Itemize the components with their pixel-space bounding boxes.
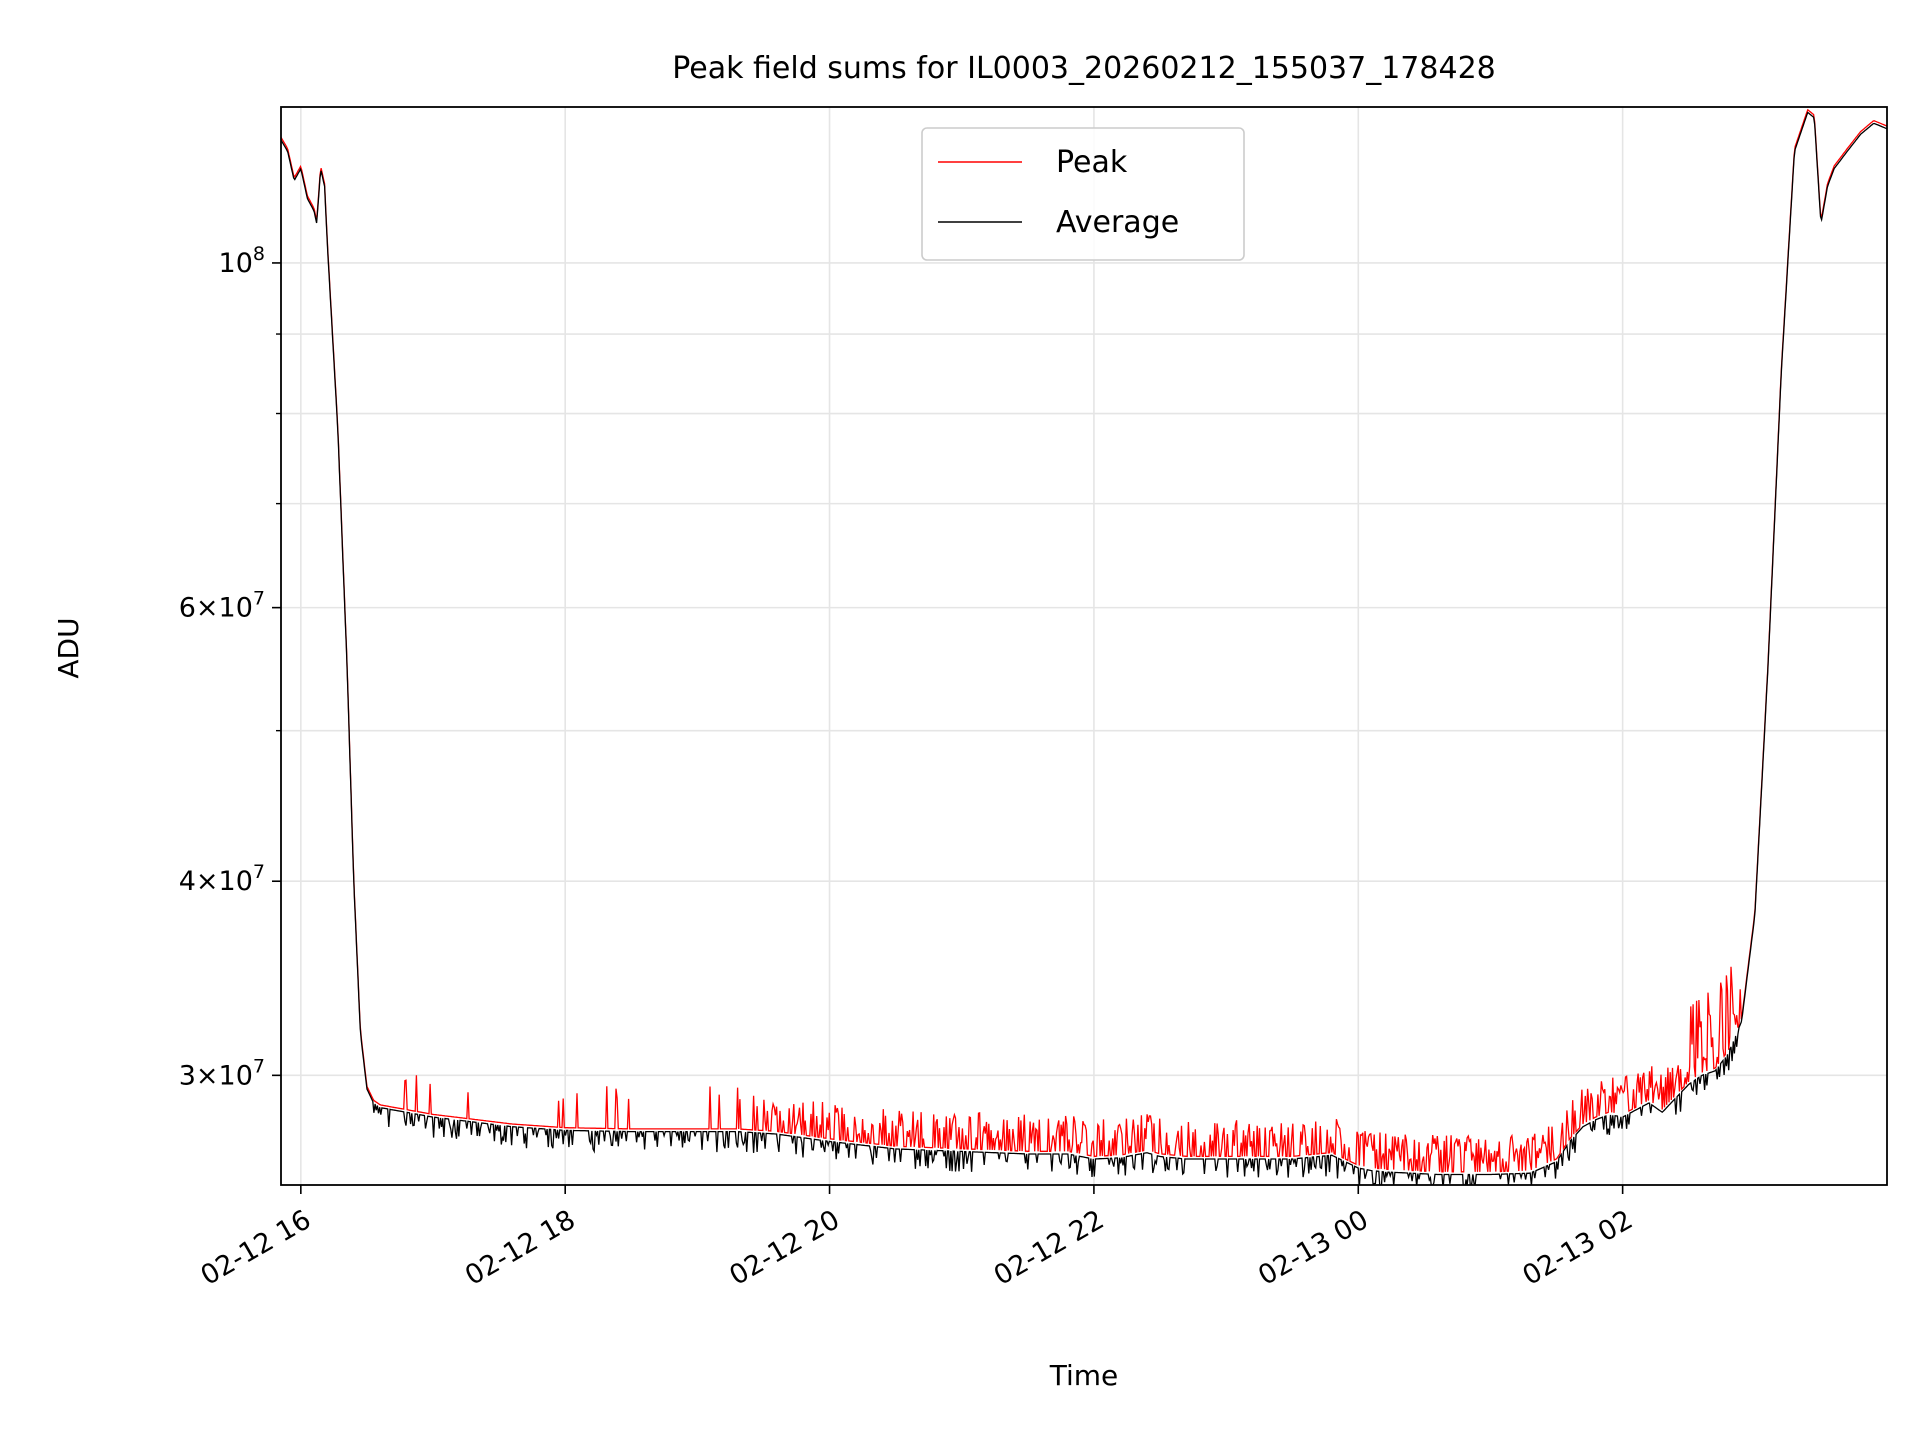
- series-line-peak: [281, 108, 1887, 1173]
- y-tick-mantissa: 3×10: [179, 1060, 253, 1091]
- y-tick-label: 4×107: [179, 861, 265, 897]
- legend: Peak Average: [921, 127, 1245, 261]
- x-tick-label: 02-13 00: [1253, 1204, 1374, 1292]
- y-tick-label: 108: [219, 243, 265, 279]
- y-axis-label: ADU: [52, 617, 85, 678]
- y-tick-label: 6×107: [179, 588, 265, 624]
- legend-box: [921, 127, 1245, 261]
- legend-label-average: Average: [1056, 205, 1179, 240]
- x-tick-label: 02-12 22: [989, 1204, 1110, 1292]
- series-layer: [281, 108, 1887, 1185]
- series-line-average: [281, 111, 1887, 1185]
- y-tick-exponent: 7: [253, 861, 265, 883]
- y-tick-mantissa: 4×10: [179, 866, 253, 897]
- grid: [281, 107, 1887, 1185]
- y-tick-exponent: 7: [253, 588, 265, 610]
- x-tick-label: 02-12 18: [460, 1204, 581, 1292]
- y-tick-mantissa: 6×10: [179, 593, 253, 624]
- y-tick-label: 3×107: [179, 1055, 265, 1091]
- x-axis-label: Time: [1049, 1359, 1119, 1392]
- x-tick-label: 02-12 20: [724, 1204, 845, 1292]
- chart-title: Peak field sums for IL0003_20260212_1550…: [672, 51, 1496, 86]
- y-tick-exponent: 7: [253, 1055, 265, 1077]
- x-tick-label: 02-13 02: [1517, 1204, 1638, 1292]
- x-tick-label: 02-12 16: [196, 1204, 317, 1292]
- y-tick-base: 10: [219, 248, 253, 279]
- legend-label-peak: Peak: [1056, 145, 1128, 180]
- plot-frame: [280, 106, 1888, 1186]
- y-tick-exponent: 8: [253, 243, 265, 265]
